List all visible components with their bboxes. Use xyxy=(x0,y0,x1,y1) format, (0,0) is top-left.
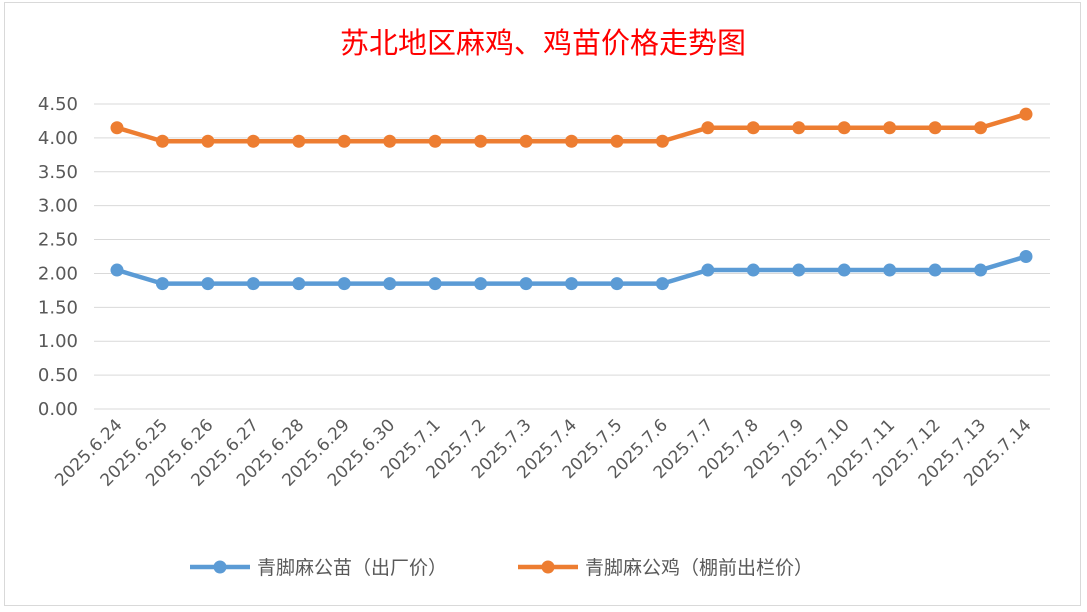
data-point xyxy=(201,134,215,148)
series-group xyxy=(110,107,1033,291)
y-axis-ticks: 0.00 0.50 1.00 1.50 2.00 2.50 3.00 3.50 4.00 4.50 xyxy=(38,94,78,420)
data-point xyxy=(246,134,260,148)
legend-item: 青脚麻公鸡（棚前出栏价） xyxy=(518,557,813,579)
data-point xyxy=(292,277,306,291)
legend-marker xyxy=(213,560,227,574)
data-point xyxy=(474,277,488,291)
data-point xyxy=(883,263,897,277)
data-point xyxy=(1019,250,1033,263)
data-point xyxy=(610,134,624,148)
data-point xyxy=(655,277,669,291)
legend-item: 青脚麻公苗（出厂价） xyxy=(190,557,447,579)
x-axis-ticks: 2025.6.242025.6.252025.6.262025.6.272025… xyxy=(51,415,1035,490)
data-point xyxy=(701,121,715,135)
data-point xyxy=(246,277,260,291)
legend-marker xyxy=(541,560,555,574)
y-tick-label: 1.00 xyxy=(38,331,78,352)
data-point xyxy=(383,134,397,148)
legend: 青脚麻公苗（出厂价） 青脚麻公鸡（棚前出栏价） xyxy=(190,557,813,579)
data-point xyxy=(155,134,169,148)
gridlines xyxy=(94,103,1050,410)
data-point xyxy=(928,263,942,277)
y-tick-label: 3.50 xyxy=(38,162,78,183)
data-point xyxy=(474,134,488,148)
legend-label: 青脚麻公苗（出厂价） xyxy=(257,557,447,579)
data-point xyxy=(428,134,442,148)
data-point xyxy=(746,121,760,135)
y-tick-label: 4.00 xyxy=(38,128,78,149)
data-point xyxy=(292,134,306,148)
data-point xyxy=(837,263,851,277)
legend-label: 青脚麻公鸡（棚前出栏价） xyxy=(585,557,813,579)
data-point xyxy=(110,263,124,277)
data-point xyxy=(883,121,897,135)
y-tick-label: 2.50 xyxy=(38,230,78,251)
data-point xyxy=(701,263,715,277)
data-point xyxy=(201,277,215,291)
series-2 xyxy=(110,107,1033,148)
data-point xyxy=(928,121,942,135)
data-point xyxy=(655,134,669,148)
data-point xyxy=(428,277,442,291)
data-point xyxy=(155,277,169,291)
data-point xyxy=(1019,107,1033,121)
y-tick-label: 3.00 xyxy=(38,196,78,217)
chart-title: 苏北地区麻鸡、鸡苗价格走势图 xyxy=(340,26,746,60)
data-point xyxy=(565,134,578,148)
chart-area xyxy=(4,2,1081,606)
y-tick-label: 0.00 xyxy=(38,399,78,420)
y-tick-label: 2.00 xyxy=(38,263,78,284)
data-point xyxy=(565,277,578,291)
y-tick-label: 0.50 xyxy=(38,365,78,386)
data-point xyxy=(519,134,533,148)
y-tick-label: 4.50 xyxy=(38,94,78,115)
data-point xyxy=(383,277,397,291)
data-point xyxy=(746,263,760,277)
data-point xyxy=(610,277,624,291)
data-point xyxy=(837,121,851,135)
data-point xyxy=(974,121,988,135)
data-point xyxy=(792,121,806,135)
data-point xyxy=(337,277,351,291)
y-tick-label: 1.50 xyxy=(38,297,78,318)
data-point xyxy=(337,134,351,148)
series-1 xyxy=(110,250,1033,291)
data-point xyxy=(792,263,806,277)
data-point xyxy=(519,277,533,291)
data-point xyxy=(110,121,124,135)
data-point xyxy=(974,263,988,277)
